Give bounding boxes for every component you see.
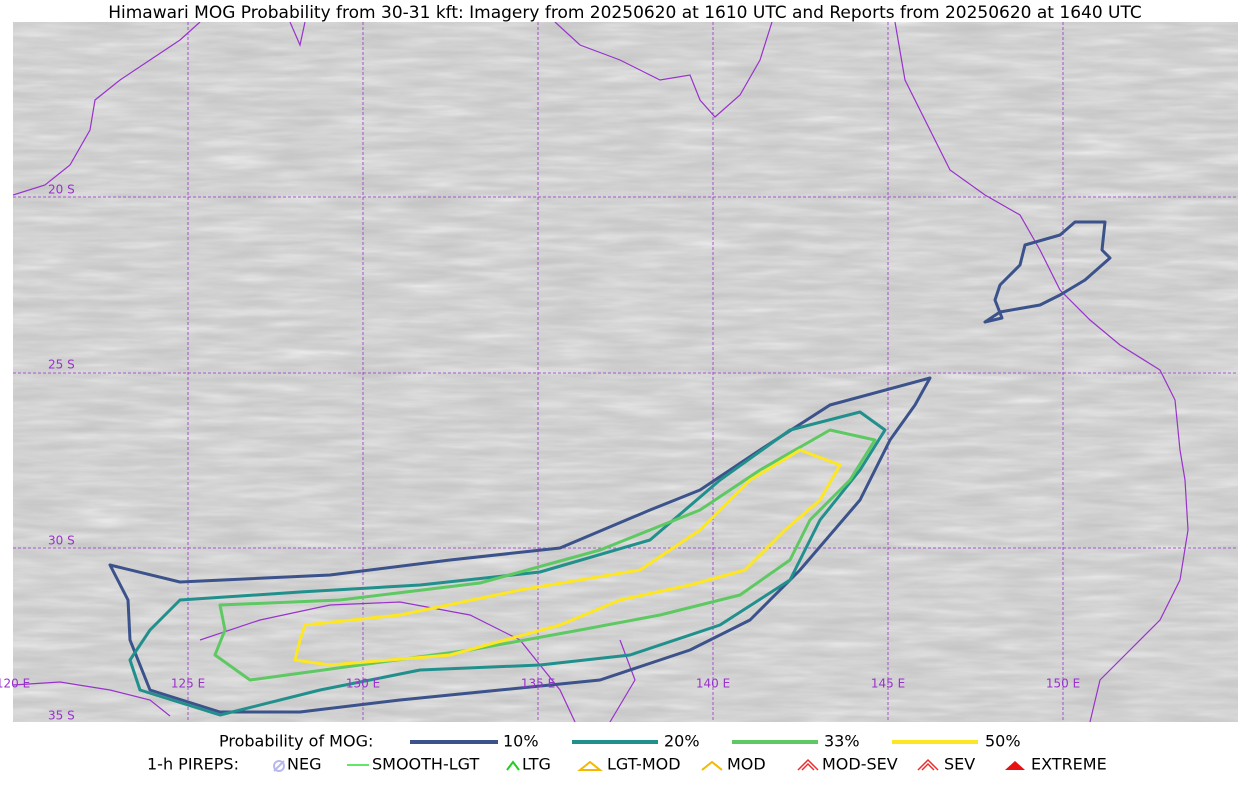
legend-label: EXTREME: [1031, 755, 1107, 774]
lat-label: 35 S: [48, 709, 75, 723]
legend-icon: [797, 758, 819, 771]
legend-label: LTG: [522, 755, 551, 774]
contour-33: [213, 428, 877, 682]
legend-title: 1-h PIREPS:: [147, 755, 239, 774]
legend-label: NEG: [287, 755, 321, 774]
lat-label: 30 S: [48, 534, 75, 548]
legend-label: 33%: [824, 732, 860, 751]
legend-title: Probability of MOG:: [219, 732, 373, 751]
lon-label: 140 E: [696, 677, 730, 691]
legend-label: 50%: [985, 732, 1021, 751]
contour-50: [293, 448, 842, 667]
map: [13, 22, 1238, 722]
title: Himawari MOG Probability from 30-31 kft:…: [108, 3, 1142, 23]
legend-icon: [1005, 761, 1025, 770]
lon-labels: 120 E 125 E 130 E 135 E 140 E 145 E 150 …: [0, 677, 1080, 691]
legend-icon: [273, 760, 285, 772]
legend-icon: [577, 760, 603, 771]
legend-icon: [506, 760, 520, 771]
legend-label: MOD-SEV: [822, 755, 898, 774]
legend-label: SMOOTH-LGT: [372, 755, 479, 774]
lat-label: 25 S: [48, 358, 75, 372]
contour-20: [128, 410, 887, 717]
probability-legend: Probability of MOG: 10% 20% 33% 50%: [219, 732, 1021, 751]
legend-icon: [701, 760, 723, 771]
lon-label: 130 E: [346, 677, 380, 691]
lon-label: 120 E: [0, 677, 30, 691]
legend-icon: [273, 760, 285, 772]
legend-label: 20%: [664, 732, 700, 751]
lon-label: 125 E: [171, 677, 205, 691]
contour-10: [108, 376, 932, 714]
lon-label: 135 E: [521, 677, 555, 691]
mog-contours: [108, 220, 1112, 717]
contour-10: [983, 220, 1112, 324]
pirep-legend: 1-h PIREPS: NEG SMOOTH-LGT LTG LGT-MOD M…: [147, 755, 1107, 774]
lon-label: 150 E: [1046, 677, 1080, 691]
legend-label: LGT-MOD: [607, 755, 681, 774]
lat-label: 20 S: [48, 183, 75, 197]
legend-label: MOD: [727, 755, 766, 774]
legend-label: SEV: [944, 755, 975, 774]
legend-icon: [917, 758, 939, 771]
lat-labels: 20 S 25 S 30 S 35 S: [48, 183, 75, 723]
legend-label: 10%: [503, 732, 539, 751]
satellite-texture: [13, 22, 1238, 722]
lon-label: 145 E: [871, 677, 905, 691]
